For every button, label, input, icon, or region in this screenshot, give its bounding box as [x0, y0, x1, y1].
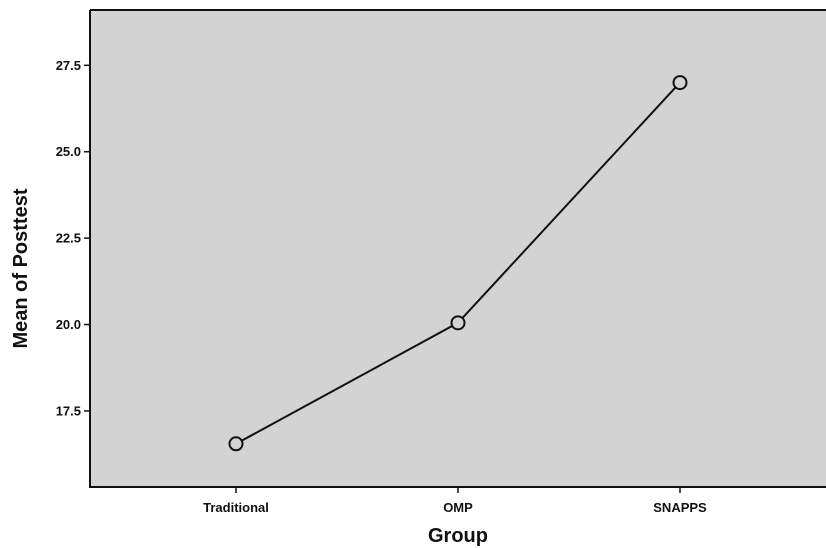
x-tick-label: OMP — [443, 500, 473, 515]
y-tick-label: 20.0 — [56, 317, 81, 332]
x-tick-label: SNAPPS — [653, 500, 707, 515]
data-point — [228, 436, 244, 452]
y-tick-label: 25.0 — [56, 144, 81, 159]
x-tick-label: Traditional — [203, 500, 269, 515]
y-tick-label: 17.5 — [56, 403, 81, 418]
y-tick-label: 27.5 — [56, 58, 81, 73]
y-tick-label: 22.5 — [56, 231, 81, 246]
x-axis: Traditional OMP SNAPPS — [89, 486, 826, 515]
data-point — [672, 75, 688, 91]
x-axis-title: Group — [428, 525, 488, 547]
y-axis: 17.5 20.0 22.5 25.0 27.5 — [56, 9, 826, 487]
data-point — [450, 315, 466, 331]
series-layer — [228, 75, 688, 452]
plot-area — [90, 10, 826, 487]
y-axis-title: Mean of Posttest — [10, 188, 32, 348]
